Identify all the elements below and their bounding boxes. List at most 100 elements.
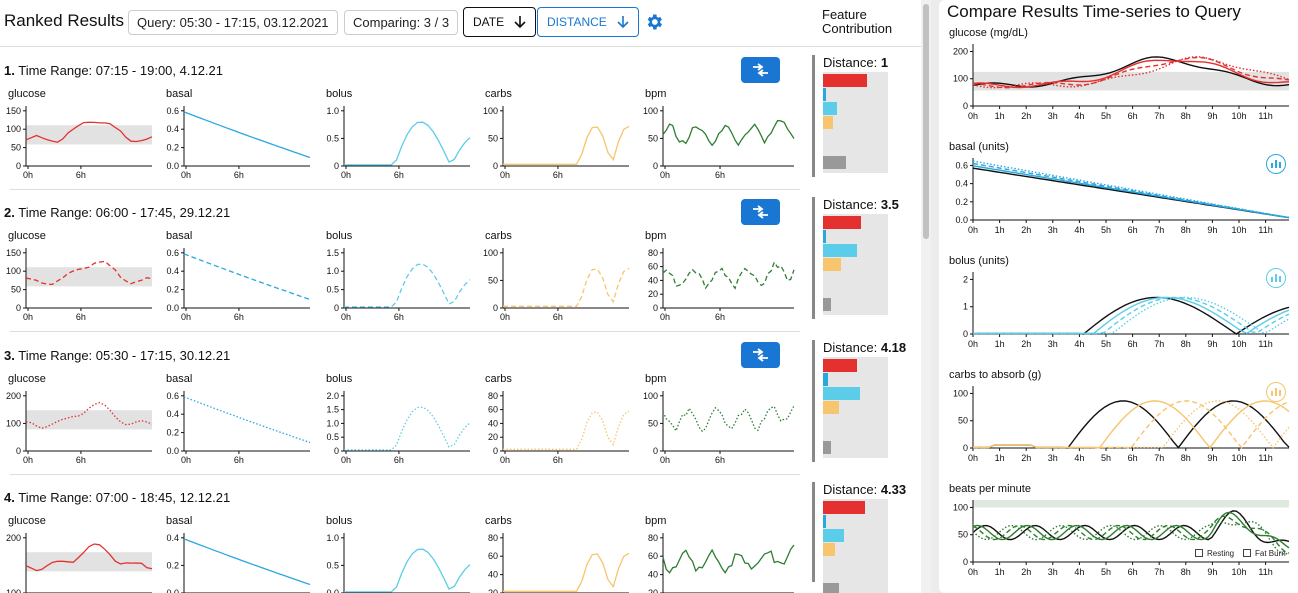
x-tick-label: 1h	[995, 225, 1005, 233]
mini-label-carbs: carbs	[485, 88, 512, 100]
y-tick-label: 100	[6, 418, 21, 428]
x-tick-label: 0h	[341, 170, 351, 180]
x-tick-label: 0h	[23, 170, 33, 180]
series-line	[972, 55, 1290, 89]
y-tick-label: 0.4	[166, 533, 179, 543]
y-tick-label: 60	[488, 405, 498, 415]
legend-fat-burn[interactable]: Fat Burn	[1243, 549, 1286, 558]
compare-panel-title: Compare Results Time-series to Query	[947, 2, 1241, 21]
bar-chart-icon[interactable]	[1266, 154, 1286, 174]
series-line-bpm	[662, 260, 795, 290]
y-tick-label: 80	[648, 533, 658, 543]
sort-date-button[interactable]: DATE	[463, 7, 537, 37]
compare-swap-button[interactable]	[741, 342, 780, 368]
contribution-bar-glucose	[823, 501, 866, 514]
x-tick-label: 11h	[1258, 339, 1272, 347]
query-chip[interactable]: Query: 05:30 - 17:15, 03.12.2021	[128, 10, 338, 35]
distance-value: Distance: 1	[823, 55, 888, 70]
x-tick-label: 3h	[1048, 453, 1058, 461]
compare-swap-button[interactable]	[741, 199, 780, 225]
x-tick-label: 0h	[500, 455, 510, 465]
series-line	[972, 56, 1290, 89]
y-tick-label: 100	[643, 106, 658, 116]
target-range-band	[973, 71, 1289, 91]
series-line-carbs	[503, 410, 630, 450]
y-tick-label: 0.6	[166, 391, 179, 401]
sort-distance-button[interactable]: DISTANCE	[537, 7, 639, 37]
series-line-glucose	[25, 260, 153, 286]
mini-label-bpm: bpm	[645, 373, 667, 385]
contribution-bar-carbs	[823, 116, 834, 129]
distance-number: 3.5	[880, 197, 899, 212]
contribution-bar-basal	[823, 373, 829, 386]
comparing-chip[interactable]: Comparing: 3 / 3	[344, 10, 459, 35]
result-row[interactable]: 3. Time Range: 05:30 - 17:15, 30.12.21 gl…	[0, 335, 921, 477]
mini-label-basal: basal	[166, 373, 193, 385]
x-tick-label: 7h	[1154, 111, 1164, 119]
row-time-range: Time Range: 07:00 - 18:45, 12.12.21	[18, 490, 231, 505]
x-tick-label: 10h	[1231, 453, 1246, 461]
y-tick-label: 40	[648, 275, 658, 285]
y-tick-label: 100	[6, 588, 21, 593]
x-tick-label: 6h	[715, 455, 725, 465]
mini-label-bpm: bpm	[645, 88, 667, 100]
mini-chart-carbs: 0 50 100 0h 6h	[483, 106, 630, 180]
mini-label-bpm: bpm	[645, 515, 667, 527]
mini-chart-bpm: 0 20 40 60 80 0h 6h	[648, 248, 795, 322]
checkbox-resting[interactable]	[1195, 549, 1203, 557]
results-scrollbar[interactable]	[921, 0, 931, 593]
x-tick-label: 0h	[500, 312, 510, 322]
contribution-bar-bpm	[823, 156, 846, 169]
series-line-glucose	[25, 121, 153, 143]
mini-label-basal: basal	[166, 230, 193, 242]
checkbox-fat-burn[interactable]	[1243, 549, 1251, 557]
series-line	[973, 296, 1290, 335]
y-tick-label: 20	[488, 432, 498, 442]
gear-icon[interactable]	[644, 12, 664, 32]
y-tick-label: 200	[6, 391, 21, 401]
mini-chart-glucose: 0 50 100 150 0h 6h	[6, 106, 153, 180]
timeseries-label-glucose: glucose (mg/dL)	[949, 27, 1028, 39]
scrollbar-thumb[interactable]	[923, 4, 929, 239]
x-tick-label: 9h	[1207, 111, 1217, 119]
row-title: 1. Time Range: 07:15 - 19:00, 4.12.21	[4, 63, 223, 78]
feature-contribution-bars	[823, 72, 888, 173]
y-tick-label: 0.2	[166, 560, 179, 570]
row-time-range: Time Range: 07:15 - 19:00, 4.12.21	[18, 63, 223, 78]
x-tick-label: 0h	[341, 455, 351, 465]
x-tick-label: 5h	[1101, 111, 1111, 119]
mini-label-carbs: carbs	[485, 373, 512, 385]
x-tick-label: 0h	[23, 455, 33, 465]
result-row[interactable]: 4. Time Range: 07:00 - 18:45, 12.12.21 gl…	[0, 477, 921, 593]
timeseries-chart-basal: 0.0 0.2 0.4 0.6 0h 1h 2h 3h 4h 5h 6h 7h 8h 9h 10h 11h	[955, 158, 1290, 233]
y-tick-label: 200	[6, 533, 21, 543]
distance-label: Distance:	[823, 55, 878, 70]
legend-fat-burn-label: Fat Burn	[1255, 549, 1286, 558]
bar-chart-icon[interactable]	[1266, 382, 1286, 402]
result-row[interactable]: 2. Time Range: 06:00 - 17:45, 29.12.21 gl…	[0, 192, 921, 334]
series-line-bpm	[662, 119, 795, 147]
x-tick-label: 3h	[1048, 567, 1058, 575]
x-tick-label: 0h	[968, 225, 978, 233]
x-tick-label: 6h	[76, 455, 86, 465]
x-tick-label: 6h	[1128, 225, 1138, 233]
feature-contribution-bars	[823, 499, 888, 593]
x-tick-label: 0h	[341, 312, 351, 322]
row-index: 1.	[4, 63, 15, 78]
x-tick-label: 6h	[394, 312, 404, 322]
legend-resting[interactable]: Resting	[1195, 549, 1234, 558]
target-range-band	[26, 125, 152, 145]
mini-chart-basal: 0.0 0.2 0.4 0.6 0h 6h	[166, 248, 311, 322]
y-tick-label: 50	[648, 418, 658, 428]
mini-chart-basal: 0.00.20.40h6h	[166, 533, 311, 593]
y-tick-label: 0.6	[955, 160, 968, 170]
mini-chart-basal: 0.0 0.2 0.4 0.6 0h 6h	[166, 106, 311, 180]
y-tick-label: 0	[963, 101, 968, 111]
x-tick-label: 3h	[1048, 225, 1058, 233]
x-tick-label: 6h	[553, 455, 563, 465]
result-row[interactable]: 1. Time Range: 07:15 - 19:00, 4.12.21 glu…	[0, 50, 921, 192]
bar-chart-icon[interactable]	[1266, 268, 1286, 288]
compare-swap-button[interactable]	[741, 57, 780, 83]
